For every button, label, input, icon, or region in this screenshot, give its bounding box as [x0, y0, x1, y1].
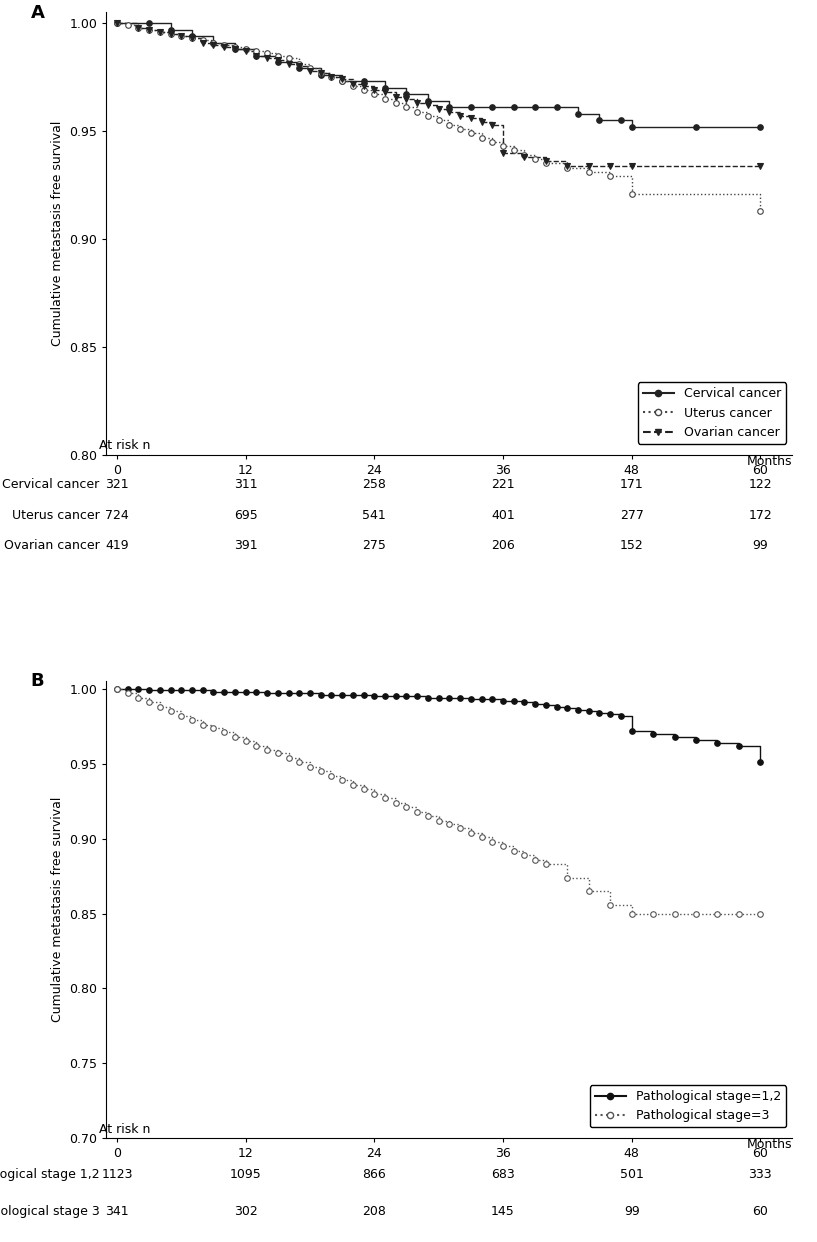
Legend: Cervical cancer, Uterus cancer, Ovarian cancer: Cervical cancer, Uterus cancer, Ovarian …	[638, 383, 786, 443]
Text: 152: 152	[620, 539, 644, 551]
Text: 695: 695	[234, 509, 257, 522]
Text: At risk n: At risk n	[100, 440, 150, 452]
Text: 99: 99	[623, 1205, 640, 1218]
Text: 333: 333	[748, 1169, 772, 1181]
Text: 302: 302	[234, 1205, 257, 1218]
Text: 221: 221	[491, 478, 515, 492]
Text: 541: 541	[363, 509, 386, 522]
Text: 172: 172	[748, 509, 772, 522]
Text: Ovarian cancer: Ovarian cancer	[3, 539, 100, 551]
Text: 206: 206	[491, 539, 515, 551]
Y-axis label: Cumulative metastasis free survival: Cumulative metastasis free survival	[51, 797, 64, 1022]
Text: 391: 391	[234, 539, 257, 551]
Text: 1123: 1123	[101, 1169, 132, 1181]
Text: 321: 321	[105, 478, 129, 492]
Text: B: B	[31, 672, 44, 691]
Text: 311: 311	[234, 478, 257, 492]
Text: 866: 866	[363, 1169, 386, 1181]
Text: Pathological stage 1,2: Pathological stage 1,2	[0, 1169, 100, 1181]
Text: 277: 277	[620, 509, 644, 522]
Text: Months: Months	[747, 1138, 792, 1151]
Text: A: A	[31, 4, 45, 21]
Text: 171: 171	[620, 478, 644, 492]
Text: 724: 724	[105, 509, 129, 522]
Text: 275: 275	[363, 539, 386, 551]
Text: 419: 419	[105, 539, 129, 551]
Text: 341: 341	[105, 1205, 129, 1218]
Text: 258: 258	[363, 478, 386, 492]
Text: 60: 60	[752, 1205, 768, 1218]
Text: 99: 99	[752, 539, 768, 551]
Text: Months: Months	[747, 455, 792, 467]
Text: 208: 208	[363, 1205, 386, 1218]
Text: 145: 145	[491, 1205, 515, 1218]
Text: 501: 501	[620, 1169, 644, 1181]
Text: 122: 122	[748, 478, 772, 492]
Text: Uterus cancer: Uterus cancer	[11, 509, 100, 522]
Text: Cervical cancer: Cervical cancer	[2, 478, 100, 492]
Y-axis label: Cumulative metastasis free survival: Cumulative metastasis free survival	[51, 120, 64, 347]
Legend: Pathological stage=1,2, Pathological stage=3: Pathological stage=1,2, Pathological sta…	[590, 1086, 786, 1128]
Text: At risk n: At risk n	[100, 1123, 150, 1136]
Text: Pathological stage 3: Pathological stage 3	[0, 1205, 100, 1218]
Text: 1095: 1095	[230, 1169, 261, 1181]
Text: 683: 683	[491, 1169, 515, 1181]
Text: 401: 401	[491, 509, 515, 522]
